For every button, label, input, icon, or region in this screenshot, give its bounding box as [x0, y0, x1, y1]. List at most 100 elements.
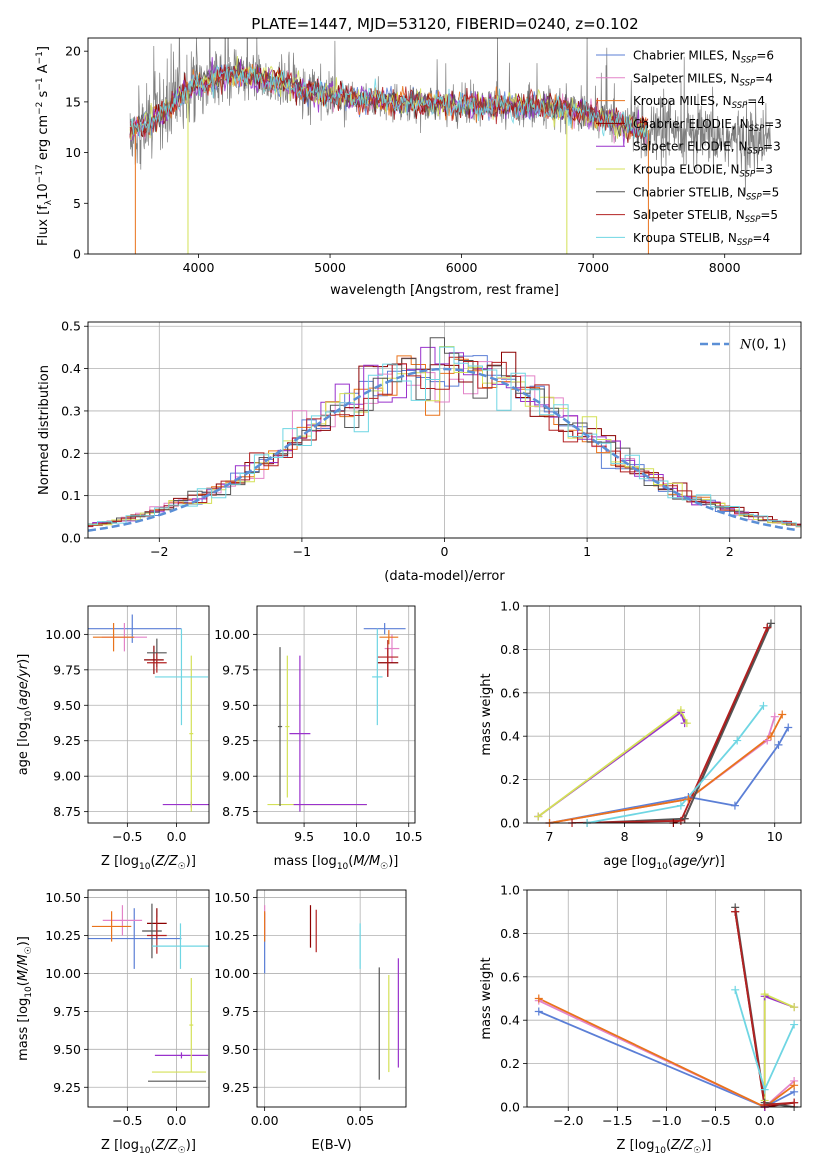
tick-label-x: 0.00 [251, 1113, 279, 1128]
tick-label-y: 10.25 [214, 928, 250, 943]
series-line-salpeter_miles [538, 999, 795, 1107]
plot-area [129, 38, 771, 254]
tick-label-y: 5 [73, 196, 81, 211]
data-point-salpeter_stelib [147, 652, 167, 673]
series-marker [790, 1081, 799, 1090]
tick-label-x: 5000 [314, 260, 346, 275]
tick-label-x: 0.0 [167, 829, 187, 844]
tick-label-x: 4000 [183, 260, 215, 275]
histogram-kroupa_miles [88, 355, 801, 528]
data-point-kroupa_stelib [372, 628, 383, 726]
tick-label-y: 9.50 [53, 1042, 81, 1057]
series-marker [778, 710, 787, 719]
tick-label-x: 7 [546, 829, 554, 844]
tick-label-y: 1.0 [500, 883, 520, 898]
data-point-salpeter_stelib [147, 917, 167, 954]
series-line-chabrier_miles [538, 1010, 795, 1107]
tick-label-y: 0.8 [500, 642, 520, 657]
tick-label-y: 9.75 [53, 662, 81, 677]
tick-label-y: 0.5 [61, 319, 81, 334]
series-marker [731, 985, 740, 994]
histogram-kroupa_stelib [88, 346, 801, 527]
data-point-kroupa_miles [379, 630, 399, 645]
tick-label-y: 10.00 [214, 627, 250, 642]
y-axis-label: Normed distribution [37, 365, 52, 495]
tick-label-y: 0.2 [61, 446, 81, 461]
tick-label-x: 2 [726, 544, 734, 559]
tick-label-x: 0 [441, 544, 449, 559]
panel-age_vs_mass: 9.5 10.0 10.5 8.75 9.00 9.25 9.50 9.75 10.00 mass… [214, 605, 423, 872]
tick-label-x: −0.5 [112, 1113, 142, 1128]
tick-label-y: 10.50 [45, 890, 81, 905]
tick-label-y: 9.25 [222, 1080, 250, 1095]
tick-label-x: 0.05 [346, 1113, 374, 1128]
panel-mass_vs_Z: −0.5 0.0 9.25 9.50 9.75 10.00 10.25 10.50 mass [… [16, 889, 210, 1156]
series-marker [790, 1098, 799, 1107]
series-marker [770, 712, 779, 721]
x-axis-label: mass [log10(M/M☉)] [274, 854, 399, 872]
tick-label-y: 9.50 [222, 1042, 250, 1057]
plot-area [88, 337, 801, 532]
series-line-salpeter_elodie [763, 995, 795, 1107]
series-marker [763, 623, 772, 632]
tick-label-y: 10.00 [214, 966, 250, 981]
tick-label-x: −1.0 [651, 1113, 681, 1128]
tick-label-x: 6000 [446, 260, 478, 275]
legend-entry: Kroupa STELIB, NSSP=4 [633, 231, 770, 248]
tick-label-y: 10.25 [45, 928, 81, 943]
series-line-kroupa_miles [549, 714, 783, 823]
panel-residuals: −2 −1 0 1 2 0.0 0.1 0.2 0.3 0.4 0.5 Normed distribu… [37, 319, 802, 584]
series-marker [676, 801, 685, 810]
tick-label-y: 1.0 [500, 599, 520, 614]
tick-label-x: 1 [583, 544, 591, 559]
axes-frame [87, 321, 802, 539]
tick-label-x: −1.5 [602, 1113, 632, 1128]
series-marker [682, 719, 691, 728]
x-axis-label: age [log10(age/yr)] [603, 854, 725, 872]
tick-label-y: 0.4 [500, 729, 520, 744]
tick-label-y: 0.0 [500, 816, 520, 831]
tick-label-y: 9.50 [222, 698, 250, 713]
tick-label-y: 20 [65, 44, 81, 59]
panel-age_vs_Z: −0.5 0.0 8.75 9.00 9.25 9.50 9.75 10.00 age [log… [16, 605, 210, 872]
series-marker [731, 907, 740, 916]
axes-frame [87, 889, 210, 1108]
data-point-salpeter_stelib [377, 640, 399, 675]
tick-label-x: 0.0 [755, 1113, 775, 1128]
figure-title: PLATE=1447, MJD=53120, FIBERID=0240, z=0… [251, 15, 638, 33]
series-marker [676, 816, 685, 825]
y-axis-label: age [log10(age/yr)] [16, 654, 34, 776]
tick-label-y: 10.00 [45, 627, 81, 642]
legend-entry: Chabrier ELODIE, NSSP=3 [633, 117, 782, 134]
tick-label-y: 0.4 [500, 1013, 520, 1028]
series-marker [766, 732, 775, 741]
x-axis-label: E(B-V) [311, 1138, 351, 1153]
tick-label-y: 0.6 [500, 969, 520, 984]
plot-area [267, 623, 406, 812]
tick-label-y: 9.25 [222, 733, 250, 748]
tick-label-x: 9 [696, 829, 704, 844]
tick-label-x: −0.5 [700, 1113, 730, 1128]
tick-label-y: 9.25 [53, 733, 81, 748]
tick-label-y: 9.75 [53, 1004, 81, 1019]
tick-label-x: 8000 [709, 260, 741, 275]
tick-label-x: 10.5 [395, 829, 423, 844]
series-marker [534, 812, 543, 821]
y-axis-label: Flux [fλ10−17 erg cm−2 s−1 A−1] [35, 46, 54, 246]
axes-frame [526, 605, 802, 824]
tick-label-x: 9.5 [294, 829, 314, 844]
histogram-salpeter_stelib [88, 356, 801, 527]
histogram-chabrier_stelib [88, 337, 801, 527]
legend-entry: Salpeter ELODIE, NSSP=3 [633, 140, 781, 157]
normal-curve [88, 367, 799, 532]
tick-label-x: −1 [293, 544, 311, 559]
tick-label-x: −2.0 [553, 1113, 583, 1128]
series-marker [730, 801, 739, 810]
legend-entry: N(0, 1) [739, 338, 786, 353]
series-marker [759, 701, 768, 710]
plot-area [264, 905, 399, 1080]
tick-label-y: 9.75 [222, 662, 250, 677]
data-point-chabrier_stelib [277, 647, 283, 806]
series-marker [684, 795, 693, 804]
data-point-kroupa_elodie [189, 978, 194, 1073]
